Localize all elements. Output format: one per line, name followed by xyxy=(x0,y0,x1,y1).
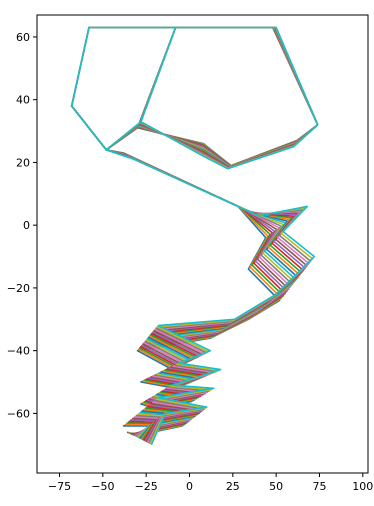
x-tick-label: 50 xyxy=(269,480,283,493)
x-tick-label: −50 xyxy=(91,480,114,493)
y-tick-label: 40 xyxy=(16,94,30,107)
x-tick-label: 75 xyxy=(312,480,326,493)
x-axis: −75 −50 −25 0 25 50 75 100 xyxy=(48,473,373,493)
y-tick-label: 60 xyxy=(16,31,30,44)
series-line-20 xyxy=(70,26,319,446)
y-axis: −60 −40 −20 0 20 40 60 xyxy=(7,31,37,420)
y-tick-label: 0 xyxy=(23,219,30,232)
y-tick-label: 20 xyxy=(16,156,30,169)
x-tick-label: 100 xyxy=(352,480,373,493)
x-tick-label: −75 xyxy=(48,480,71,493)
x-tick-label: 25 xyxy=(226,480,240,493)
plot-lines xyxy=(70,26,319,446)
x-tick-label: −25 xyxy=(135,480,158,493)
x-tick-label: 0 xyxy=(186,480,193,493)
y-tick-label: −20 xyxy=(7,282,30,295)
y-tick-label: −60 xyxy=(7,407,30,420)
y-tick-label: −40 xyxy=(7,345,30,358)
plot-frame xyxy=(36,14,369,474)
